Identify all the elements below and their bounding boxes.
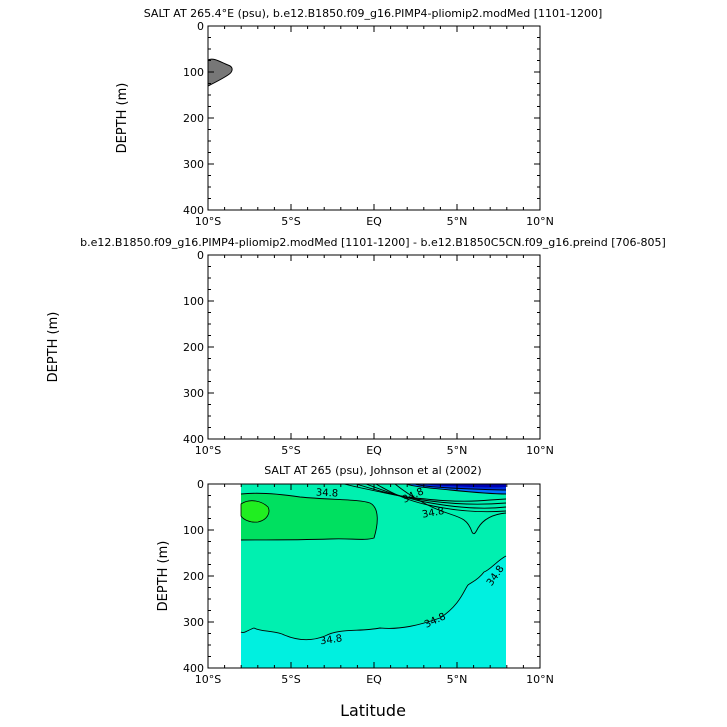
- x-tick-label: 10°N: [526, 673, 554, 686]
- panel-2-ylabel: DEPTH (m): [46, 312, 61, 383]
- x-tick-label: EQ: [366, 215, 382, 228]
- fill-fresh-3: [426, 484, 506, 488]
- panel-3-x-ticks: 10°S 5°S EQ 5°N 10°N: [195, 484, 554, 686]
- x-tick-label: 5°N: [447, 444, 468, 457]
- y-tick-label: 100: [183, 66, 204, 79]
- panel-3-ylabel: DEPTH (m): [156, 541, 171, 612]
- contour-upper-2: [355, 484, 507, 505]
- y-tick-label: 300: [183, 158, 204, 171]
- panel-3-xlabel: Latitude: [340, 701, 406, 720]
- panel-1-ylabel: DEPTH (m): [115, 83, 130, 154]
- contour-trough: [394, 484, 507, 535]
- x-tick-label: 5°S: [281, 673, 300, 686]
- fill-max: [240, 500, 270, 523]
- panel-2-title: b.e12.B1850.f09_g16.PIMP4-pliomip2.modMe…: [80, 236, 666, 249]
- fill-high: [241, 493, 378, 540]
- x-tick-label: 10°S: [195, 673, 221, 686]
- x-tick-label: 5°S: [281, 444, 300, 457]
- panel-3-contour-fill: [240, 484, 507, 668]
- panel-2-plot-frame: [207, 254, 541, 440]
- contour-core-34.8: [240, 492, 378, 541]
- y-tick-label: 0: [197, 478, 204, 491]
- contour-fresh-2: [414, 484, 507, 491]
- contour-deep-34.8: [240, 555, 507, 641]
- y-tick-label: 300: [183, 387, 204, 400]
- panel-1-y-ticks: 0 100 200 300 400: [183, 20, 540, 217]
- y-tick-label: 400: [183, 433, 204, 446]
- panel-2-y-ticks: 0 100 200 300 400: [183, 249, 540, 446]
- x-tick-label: 5°S: [281, 215, 300, 228]
- panel-3: SALT AT 265 (psu), Johnson et al (2002): [156, 464, 554, 720]
- panel-2-x-ticks: 10°S 5°S EQ 5°N 10°N: [195, 255, 554, 457]
- contour-lines: [240, 484, 507, 641]
- y-tick-label: 200: [183, 112, 204, 125]
- x-tick-label: 10°S: [195, 444, 221, 457]
- x-tick-label: EQ: [366, 444, 382, 457]
- y-tick-label: 300: [183, 616, 204, 629]
- contour-label: 34.8: [319, 633, 343, 647]
- y-tick-label: 100: [183, 524, 204, 537]
- panel-3-title: SALT AT 265 (psu), Johnson et al (2002): [264, 464, 481, 477]
- panel-1-x-ticks: 10°S 5°S EQ 5°N 10°N: [195, 26, 554, 228]
- y-tick-label: 200: [183, 341, 204, 354]
- y-tick-label: 0: [197, 249, 204, 262]
- x-tick-label: 5°N: [447, 215, 468, 228]
- panel-1-plot-frame: [207, 25, 541, 211]
- contour-fresh-1: [405, 484, 507, 495]
- y-tick-label: 400: [183, 662, 204, 675]
- x-tick-label: 5°N: [447, 673, 468, 686]
- panel-1-shaded-region: [207, 58, 233, 87]
- panel-2: b.e12.B1850.f09_g16.PIMP4-pliomip2.modMe…: [46, 236, 666, 457]
- contour-label: 34.8: [316, 487, 339, 499]
- y-tick-label: 100: [183, 295, 204, 308]
- x-tick-label: 10°N: [526, 215, 554, 228]
- y-tick-label: 400: [183, 204, 204, 217]
- x-tick-label: 10°N: [526, 444, 554, 457]
- panel-3-y-ticks: 0 100 200 300 400: [183, 478, 540, 675]
- panel-1-title: SALT AT 265.4°E (psu), b.e12.B1850.f09_g…: [144, 7, 603, 20]
- x-tick-label: 10°S: [195, 215, 221, 228]
- contour-label: 34.8: [421, 506, 445, 521]
- x-tick-label: EQ: [366, 673, 382, 686]
- panel-1: SALT AT 265.4°E (psu), b.e12.B1850.f09_g…: [115, 7, 602, 228]
- y-tick-label: 200: [183, 570, 204, 583]
- y-tick-label: 0: [197, 20, 204, 33]
